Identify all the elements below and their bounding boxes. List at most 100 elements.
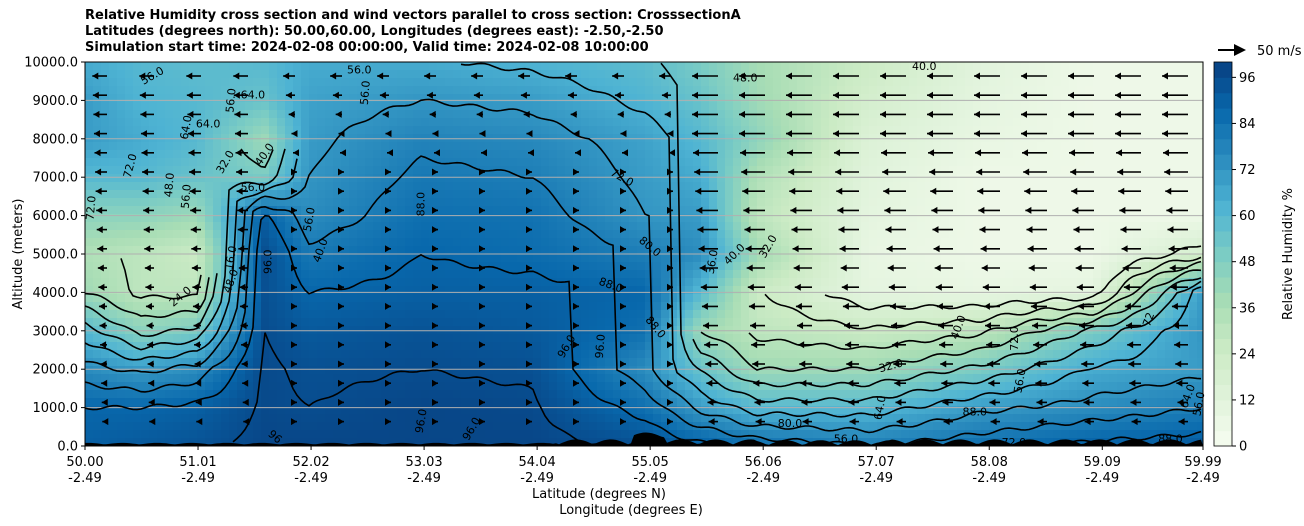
humidity-cell [725,110,734,119]
humidity-cell [709,254,718,263]
humidity-cell [269,334,278,343]
humidity-cell [573,126,582,135]
humidity-cell [533,238,542,247]
humidity-cell [501,62,510,71]
humidity-cell [541,430,550,439]
humidity-cell [669,374,678,383]
humidity-cell [629,158,638,167]
humidity-cell [317,438,326,446]
humidity-cell [533,414,542,423]
humidity-cell [565,270,574,279]
humidity-cell [365,358,374,367]
humidity-cell [597,342,606,351]
humidity-cell [885,302,894,311]
humidity-cell [381,270,390,279]
humidity-cell [357,342,366,351]
humidity-cell [405,422,414,431]
humidity-cell [197,198,206,207]
humidity-cell [861,310,870,319]
humidity-cell [293,318,302,327]
humidity-cell [357,270,366,279]
humidity-cell [565,406,574,415]
humidity-cell [653,390,662,399]
humidity-cell [581,294,590,303]
humidity-cell [165,190,174,199]
humidity-cell [637,254,646,263]
humidity-cell [117,126,126,135]
humidity-cell [277,102,286,111]
humidity-cell [445,158,454,167]
humidity-cell [853,390,862,399]
humidity-cell [109,286,118,295]
humidity-cell [445,126,454,135]
humidity-cell [213,78,222,87]
humidity-cell [229,286,238,295]
humidity-cell [437,214,446,223]
humidity-cell [501,406,510,415]
humidity-cell [645,286,654,295]
humidity-cell [125,190,134,199]
humidity-cell [421,398,430,407]
humidity-cell [125,350,134,359]
humidity-cell [573,374,582,383]
humidity-cell [797,398,806,407]
humidity-cell [613,310,622,319]
humidity-cell [117,302,126,311]
humidity-cell [725,166,734,175]
humidity-cell [693,414,702,423]
humidity-cell [533,334,542,343]
humidity-cell [781,206,790,215]
humidity-cell [317,270,326,279]
humidity-cell [757,222,766,231]
humidity-cell [701,182,710,191]
humidity-cell [885,94,894,103]
humidity-cell [213,166,222,175]
humidity-cell [365,62,374,71]
humidity-cell [797,374,806,383]
humidity-cell [181,350,190,359]
humidity-cell [309,78,318,87]
humidity-cell [285,406,294,415]
humidity-cell [517,126,526,135]
humidity-cell [693,342,702,351]
humidity-cell [261,334,270,343]
humidity-cell [221,214,230,223]
humidity-cell [181,150,190,159]
humidity-cell [589,190,598,199]
humidity-cell [109,222,118,231]
humidity-cell [125,230,134,239]
humidity-cell [645,102,654,111]
humidity-cell [309,150,318,159]
humidity-cell [117,70,126,79]
humidity-cell [677,214,686,223]
humidity-cell [573,414,582,423]
humidity-cell [365,374,374,383]
humidity-cell [589,238,598,247]
humidity-cell [685,374,694,383]
humidity-cell [805,374,814,383]
humidity-cell [133,102,142,111]
humidity-cell [293,78,302,87]
humidity-cell [485,94,494,103]
humidity-cell [845,166,854,175]
humidity-cell [573,342,582,351]
humidity-cell [333,286,342,295]
humidity-cell [469,182,478,191]
humidity-cell [541,174,550,183]
humidity-cell [629,182,638,191]
humidity-cell [293,94,302,103]
humidity-cell [869,150,878,159]
humidity-cell [477,94,486,103]
humidity-cell [461,110,470,119]
humidity-cell [781,334,790,343]
humidity-cell [365,182,374,191]
humidity-cell [285,78,294,87]
humidity-cell [573,246,582,255]
humidity-cell [845,422,854,431]
humidity-cell [277,230,286,239]
humidity-cell [357,318,366,327]
humidity-cell [821,150,830,159]
humidity-cell [597,414,606,423]
humidity-cell [213,222,222,231]
humidity-cell [365,294,374,303]
